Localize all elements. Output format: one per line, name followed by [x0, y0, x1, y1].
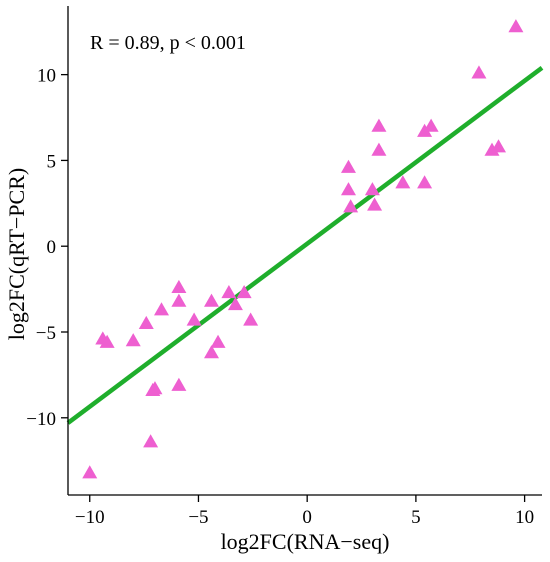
data-point — [204, 345, 220, 359]
data-point — [99, 334, 115, 348]
y-tick-label: 5 — [47, 151, 57, 172]
y-tick-label: 0 — [47, 237, 57, 258]
data-point — [491, 139, 507, 153]
data-point — [243, 312, 259, 326]
data-point — [186, 312, 202, 326]
data-point — [204, 293, 220, 307]
y-tick-label: 10 — [37, 66, 56, 87]
data-point — [171, 279, 187, 294]
regression-line — [66, 65, 544, 425]
data-point — [143, 434, 159, 448]
data-point — [371, 118, 387, 132]
data-point — [236, 285, 252, 299]
data-point — [147, 381, 163, 395]
data-point — [343, 199, 359, 213]
y-axis-label: log2FC(qRT−PCR) — [4, 168, 29, 340]
data-point — [340, 159, 356, 173]
y-tick-label: −10 — [26, 409, 56, 430]
y-tick-label: −5 — [36, 323, 56, 344]
x-tick-label: 10 — [515, 507, 534, 528]
data-point — [125, 333, 141, 347]
data-point — [82, 465, 98, 479]
data-point — [371, 142, 387, 156]
data-point — [423, 118, 439, 132]
x-tick-label: −5 — [188, 507, 208, 528]
x-axis-label: log2FC(RNA−seq) — [221, 529, 390, 554]
x-tick-label: 0 — [302, 507, 312, 528]
data-point — [227, 297, 243, 311]
data-point — [171, 377, 187, 391]
data-point — [221, 285, 237, 299]
fit-layer — [66, 65, 544, 425]
data-point — [153, 302, 169, 316]
x-tick-label: 5 — [411, 507, 421, 528]
data-point — [171, 293, 187, 307]
data-point — [395, 175, 411, 189]
data-point — [340, 182, 356, 196]
data-point — [508, 19, 524, 33]
axes-layer — [67, 6, 542, 496]
data-point — [484, 142, 500, 156]
ticks-layer: −10 −5 0 5 10 −10 −5 0 5 10 — [26, 66, 534, 528]
data-point — [417, 175, 433, 189]
data-point — [138, 315, 154, 330]
correlation-annotation: R = 0.89, p < 0.001 — [90, 32, 246, 54]
data-point — [471, 65, 487, 79]
points-layer — [82, 19, 524, 479]
data-point — [364, 182, 380, 196]
data-point — [367, 197, 383, 211]
data-point — [210, 334, 226, 348]
x-tick-label: −10 — [75, 507, 105, 528]
